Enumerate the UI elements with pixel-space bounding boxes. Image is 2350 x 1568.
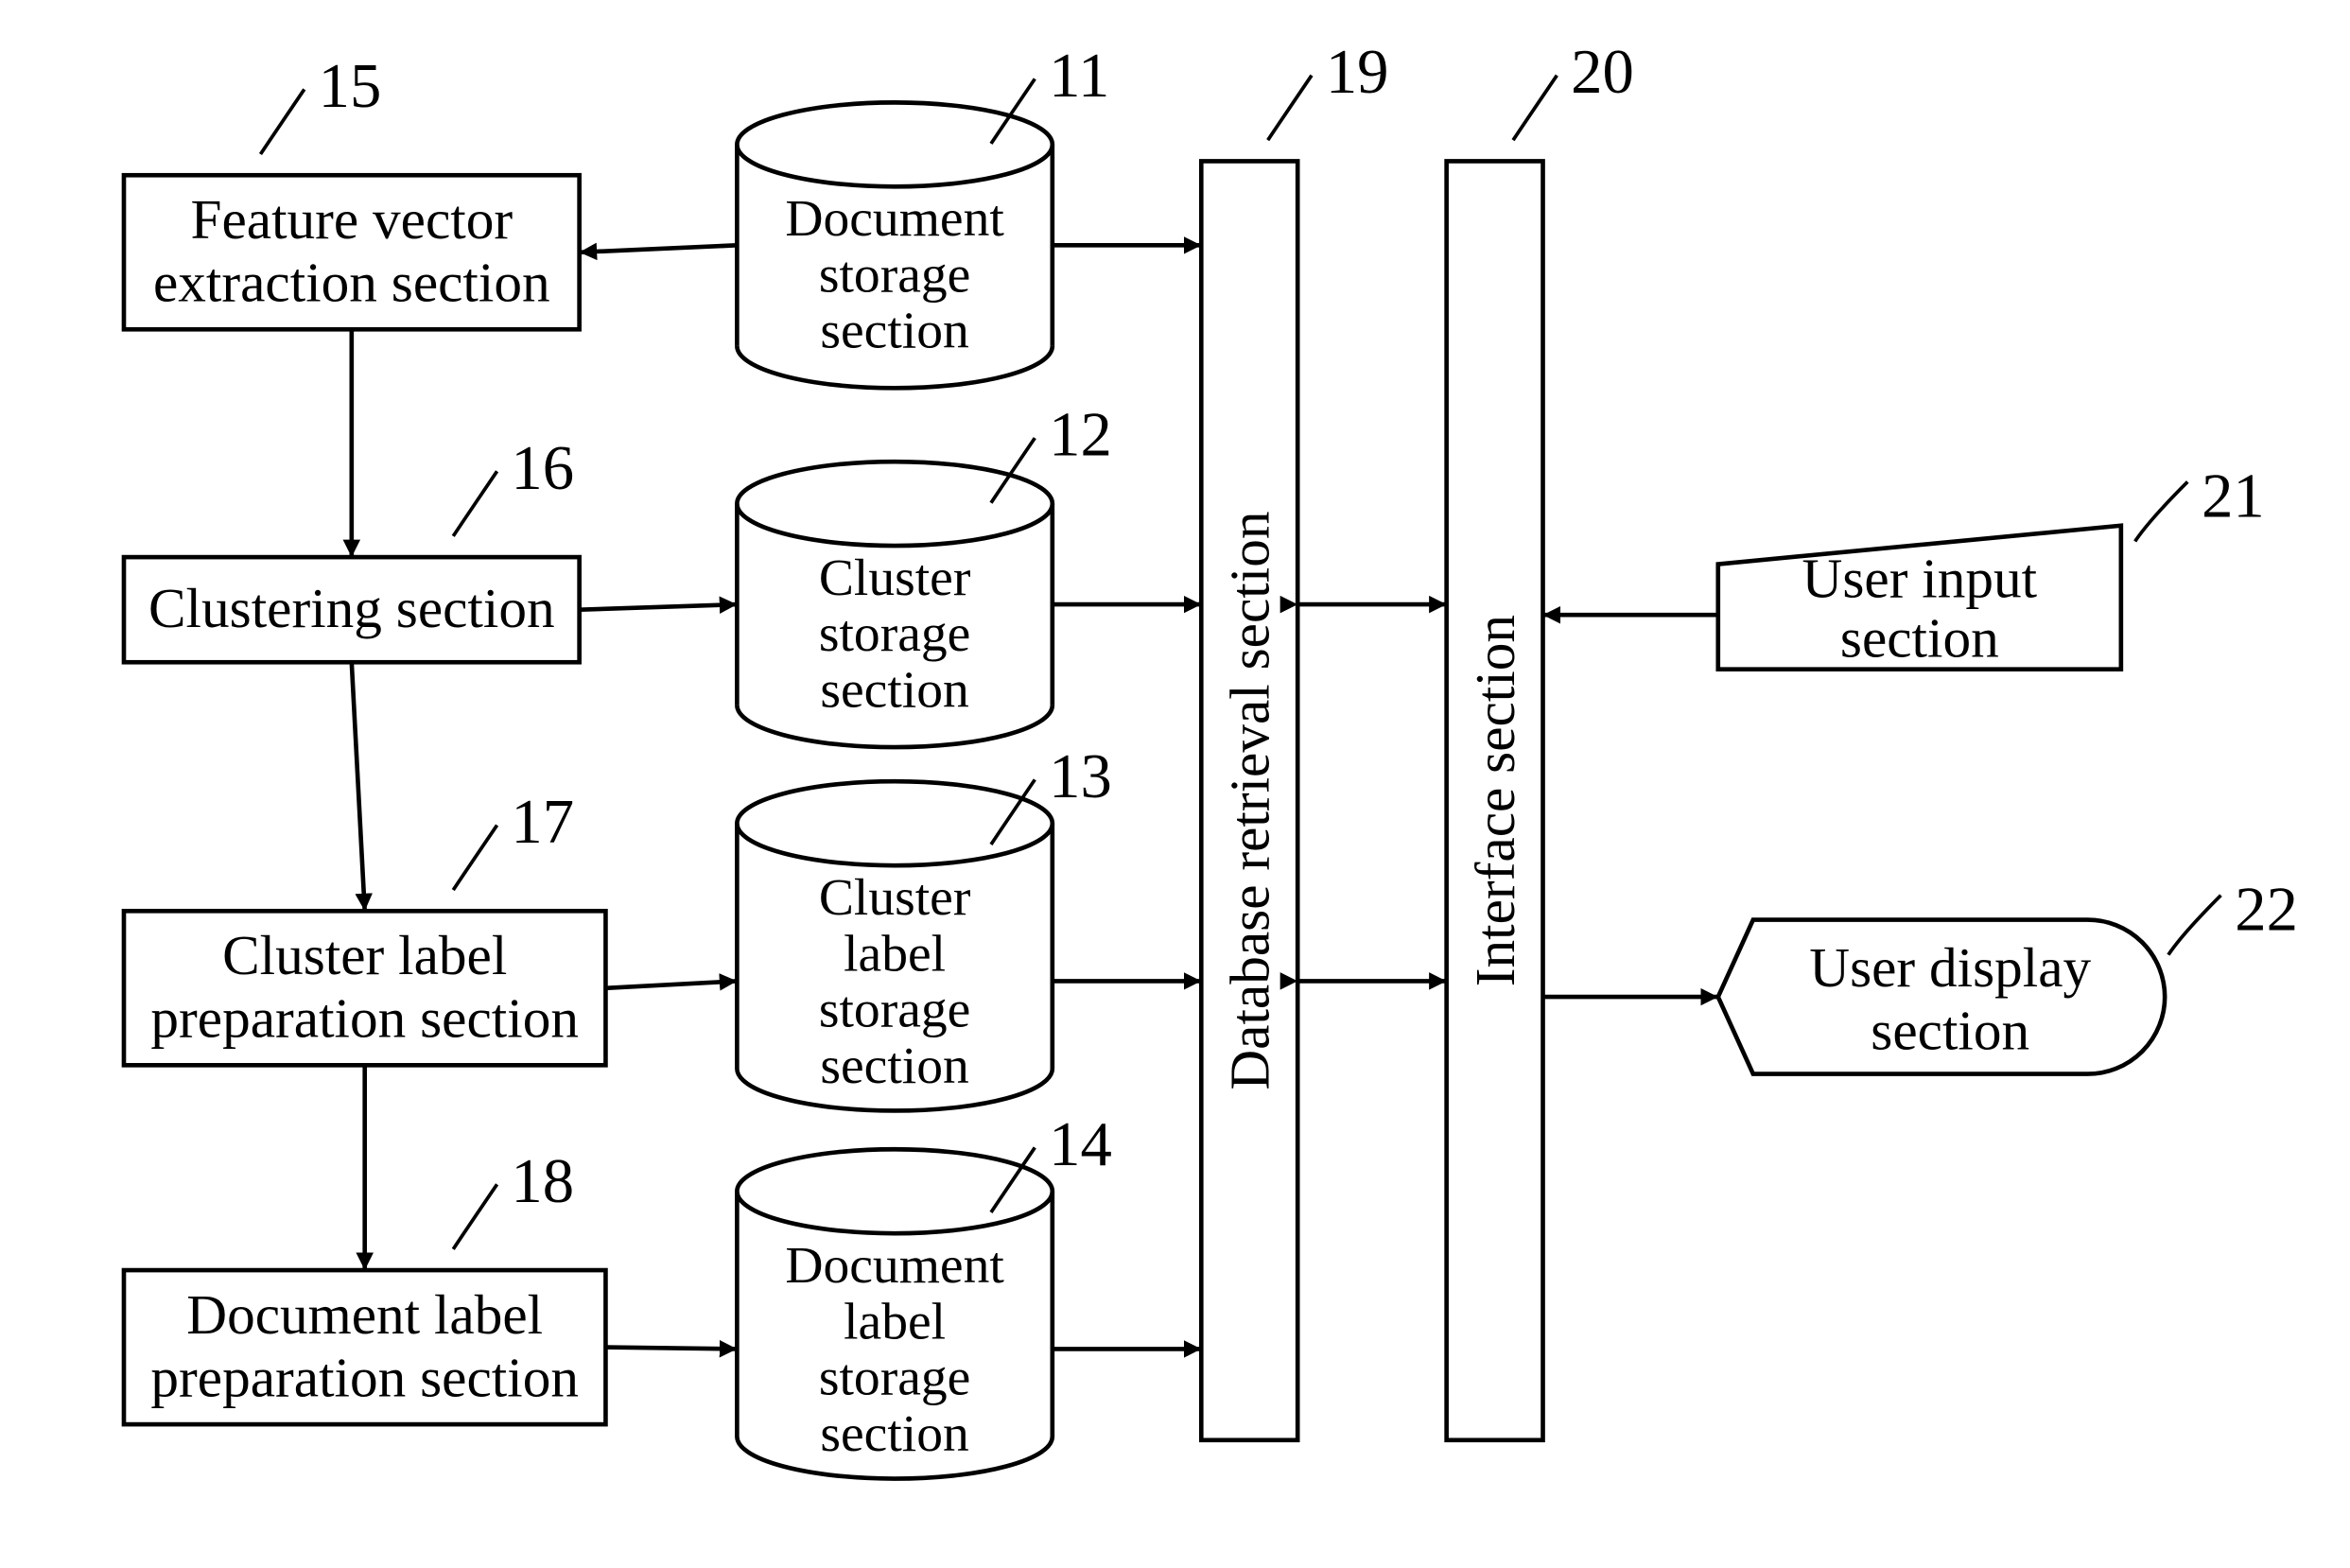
edge-11-15 bbox=[580, 245, 738, 252]
svg-text:preparation section: preparation section bbox=[150, 1346, 579, 1408]
node-14-num: 14 bbox=[1049, 1110, 1112, 1179]
n17: Cluster labelpreparation section bbox=[124, 911, 605, 1065]
node-16-lead bbox=[453, 471, 496, 536]
node-16-num: 16 bbox=[511, 434, 574, 503]
svg-text:User display: User display bbox=[1809, 936, 2091, 999]
edge-16-17 bbox=[352, 662, 365, 911]
node-18-num: 18 bbox=[511, 1147, 574, 1216]
svg-text:storage: storage bbox=[819, 245, 970, 304]
n16: Clustering section bbox=[124, 557, 580, 662]
edge-16-12 bbox=[580, 604, 738, 610]
node-20-num: 20 bbox=[1571, 38, 1634, 107]
node-17-lead bbox=[453, 826, 496, 891]
svg-text:label: label bbox=[844, 1292, 946, 1350]
c14: Documentlabelstoragesection bbox=[737, 1149, 1052, 1478]
svg-text:Clustering section: Clustering section bbox=[148, 577, 555, 639]
node-15-lead bbox=[260, 89, 304, 154]
svg-text:Document label: Document label bbox=[186, 1283, 543, 1346]
n18: Document labelpreparation section bbox=[124, 1270, 605, 1424]
svg-text:Interface section: Interface section bbox=[1464, 615, 1526, 986]
node-20-lead bbox=[1513, 76, 1557, 141]
edge-17-13 bbox=[605, 981, 737, 987]
c12: Clusterstoragesection bbox=[737, 462, 1052, 747]
v19: Database retrieval section bbox=[1201, 161, 1297, 1439]
svg-text:section: section bbox=[820, 1037, 968, 1095]
svg-text:extraction section: extraction section bbox=[153, 252, 550, 314]
node-22-num: 22 bbox=[2235, 876, 2298, 945]
svg-text:Cluster: Cluster bbox=[819, 549, 971, 607]
node-21-num: 21 bbox=[2202, 462, 2265, 531]
svg-text:label: label bbox=[844, 924, 946, 983]
svg-text:section: section bbox=[820, 660, 968, 719]
v20: Interface section bbox=[1447, 161, 1543, 1439]
node-19-num: 19 bbox=[1326, 38, 1389, 107]
c13: Clusterlabelstoragesection bbox=[737, 781, 1052, 1110]
node-17-num: 17 bbox=[511, 788, 574, 857]
svg-text:section: section bbox=[1871, 1000, 2029, 1062]
node-13-num: 13 bbox=[1049, 742, 1112, 811]
node-21-lead bbox=[2135, 481, 2188, 541]
svg-text:Database retrieval section: Database retrieval section bbox=[1219, 512, 1281, 1090]
svg-text:storage: storage bbox=[819, 604, 970, 663]
d22: User displaysection bbox=[1718, 920, 2165, 1074]
svg-text:preparation section: preparation section bbox=[150, 987, 579, 1050]
svg-text:storage: storage bbox=[819, 981, 970, 1039]
n15: Feature vectorextraction section bbox=[124, 175, 580, 329]
node-12-num: 12 bbox=[1049, 401, 1112, 470]
svg-text:section: section bbox=[1840, 607, 1999, 670]
node-18-lead bbox=[453, 1184, 496, 1249]
node-15-num: 15 bbox=[319, 52, 382, 121]
c11: Documentstoragesection bbox=[737, 102, 1052, 388]
svg-text:section: section bbox=[820, 1404, 968, 1463]
svg-text:Document: Document bbox=[785, 1236, 1004, 1295]
node-11-num: 11 bbox=[1049, 42, 1109, 111]
edge-18-14 bbox=[605, 1348, 737, 1350]
svg-text:storage: storage bbox=[819, 1349, 970, 1407]
svg-text:section: section bbox=[820, 302, 968, 360]
t21: User inputsection bbox=[1718, 526, 2121, 670]
node-19-lead bbox=[1268, 76, 1312, 141]
svg-text:Cluster: Cluster bbox=[819, 868, 971, 927]
svg-text:User input: User input bbox=[1802, 548, 2038, 610]
node-22-lead bbox=[2168, 896, 2221, 955]
svg-text:Cluster label: Cluster label bbox=[222, 924, 507, 986]
svg-text:Feature vector: Feature vector bbox=[191, 188, 514, 251]
svg-text:Document: Document bbox=[785, 189, 1004, 248]
